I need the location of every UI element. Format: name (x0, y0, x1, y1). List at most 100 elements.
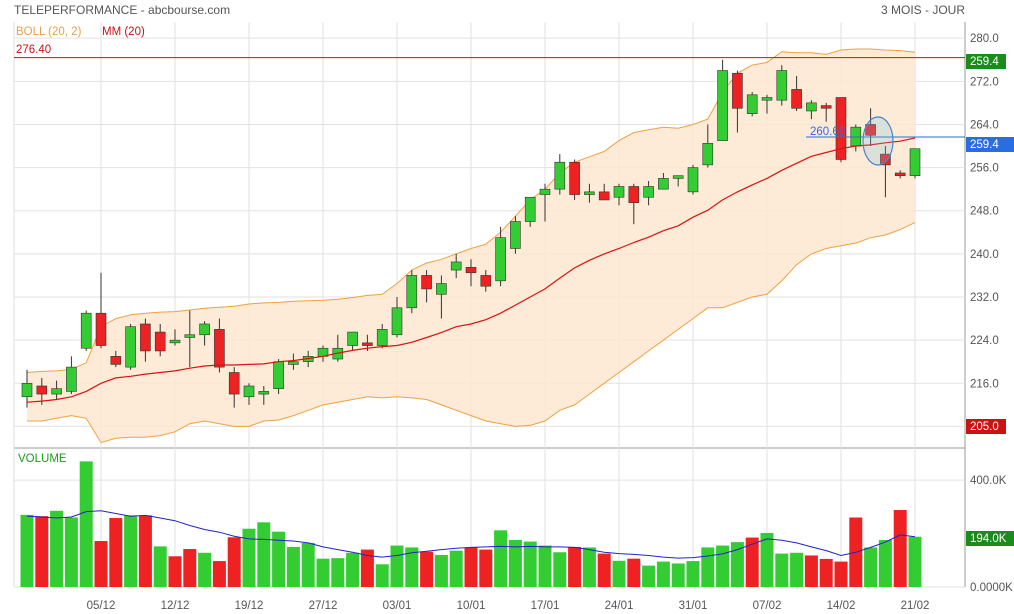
volume-bar (360, 549, 374, 587)
volume-bar (79, 461, 93, 587)
volume-bar (804, 555, 818, 587)
volume-bar (257, 522, 271, 587)
volume-bar (730, 542, 744, 587)
volume-bar (908, 536, 922, 587)
candle-body (214, 329, 225, 368)
volume-bar (864, 547, 878, 587)
volume-bar (494, 530, 508, 587)
volume-bar (375, 564, 389, 587)
candle-body (436, 283, 447, 295)
volume-bar (716, 545, 730, 587)
volume-bar (760, 533, 774, 587)
candle-body (450, 261, 462, 271)
candle-body (702, 143, 714, 166)
candle-body (717, 70, 728, 141)
candle-body (687, 167, 699, 193)
period-selector[interactable]: 3 MOIS - JOUR (881, 3, 965, 17)
candle-body (258, 391, 270, 395)
volume-bar (464, 547, 478, 587)
volume-tick-label: 400.0K (970, 475, 1007, 487)
volume-bar (212, 561, 226, 587)
volume-bar (390, 545, 404, 587)
high-line-value: 276.40 (16, 44, 51, 56)
candle-body (806, 102, 817, 112)
date-tick-label: 19/12 (235, 600, 264, 612)
candle-body (761, 97, 773, 101)
volume-bar (878, 539, 892, 587)
candle-body (110, 356, 122, 365)
volume-bar (523, 541, 537, 587)
chart-title: TELEPERFORMANCE - abcbourse.com (14, 3, 230, 17)
candle-body (95, 312, 107, 346)
candle-body (865, 124, 876, 136)
candle-body (406, 275, 418, 309)
date-tick-label: 24/01 (605, 600, 634, 612)
price-tick-label: 224.0 (970, 335, 999, 347)
candle-body (539, 188, 551, 195)
mm20-line (26, 137, 916, 403)
candle-body (495, 237, 506, 282)
volume-bar (153, 546, 167, 587)
volume-bar (50, 510, 64, 587)
date-tick-label: 14/02 (827, 600, 856, 612)
candle-body (288, 361, 299, 365)
volume-bar (819, 558, 833, 587)
candle-body (835, 97, 847, 160)
candle-body (362, 342, 373, 346)
cursor-price-tag-value: 259.4 (970, 139, 999, 151)
candle-body (391, 307, 403, 336)
candle-body (21, 382, 33, 398)
volume-bar (597, 553, 611, 587)
overlay: 260.69 (806, 116, 965, 166)
date-tick-label: 05/12 (87, 600, 116, 612)
volume-bar (701, 547, 715, 587)
volume-bars (20, 461, 922, 587)
price-tick-label: 216.0 (970, 378, 999, 390)
volume-bar (582, 547, 596, 587)
candle-body (746, 94, 758, 114)
candle-body (36, 385, 48, 395)
candle-body (628, 186, 640, 203)
volume-bar (612, 560, 626, 587)
volume-bar (405, 547, 419, 587)
price-tick-label: 248.0 (970, 206, 999, 218)
candle-body (672, 175, 684, 179)
date-tick-label: 07/02 (753, 600, 782, 612)
candle-body (125, 326, 136, 368)
volume-bar (286, 546, 300, 587)
candle-body (80, 312, 92, 349)
volume-bar (64, 517, 78, 587)
volume-bar (242, 528, 256, 587)
candle-body (658, 178, 669, 190)
period-low-value: 205.0 (970, 421, 999, 433)
price-tick-label: 272.0 (970, 76, 999, 88)
volume-bar (420, 551, 434, 587)
candle-body (480, 275, 492, 287)
volume-bar (745, 537, 759, 587)
volume-bar (183, 549, 197, 587)
highlight-ellipse (862, 116, 894, 166)
volume-bar (538, 545, 552, 587)
last-volume-value: 194.0K (970, 533, 1007, 545)
volume-bar (124, 515, 138, 587)
date-tick-label: 17/01 (531, 600, 560, 612)
date-tick-label: 12/12 (161, 600, 190, 612)
candle-body (569, 161, 580, 195)
volume-bar (449, 550, 463, 587)
date-tick-label: 21/02 (901, 600, 930, 612)
price-tick-label: 256.0 (970, 163, 999, 175)
candle-body (732, 72, 743, 109)
volume-bar (508, 539, 522, 587)
cursor-price-tag (966, 137, 1014, 152)
candle-body (140, 323, 151, 352)
candle-body (154, 331, 166, 352)
candle-body (880, 153, 891, 166)
candle-body (613, 186, 625, 198)
volume-average-line (26, 510, 916, 559)
price-tick-label: 264.0 (970, 119, 999, 131)
candle-body (376, 329, 388, 346)
bollinger-upper (26, 48, 916, 373)
candle-body (598, 191, 610, 201)
volume-bar (893, 510, 907, 587)
